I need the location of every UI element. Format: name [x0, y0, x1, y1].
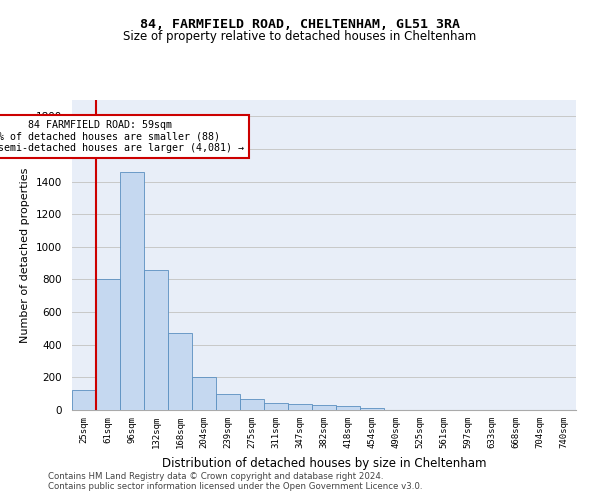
Bar [192, 378, 216, 410]
Bar [120, 172, 144, 410]
Bar [216, 394, 240, 410]
Text: Size of property relative to detached houses in Cheltenham: Size of property relative to detached ho… [124, 30, 476, 43]
Bar [72, 390, 96, 410]
Text: Contains HM Land Registry data © Crown copyright and database right 2024.: Contains HM Land Registry data © Crown c… [48, 472, 383, 481]
Text: 84 FARMFIELD ROAD: 59sqm
← 2% of detached houses are smaller (88)
98% of semi-de: 84 FARMFIELD ROAD: 59sqm ← 2% of detache… [0, 120, 244, 153]
Bar [288, 404, 312, 410]
X-axis label: Distribution of detached houses by size in Cheltenham: Distribution of detached houses by size … [162, 457, 486, 470]
Text: Contains public sector information licensed under the Open Government Licence v3: Contains public sector information licen… [48, 482, 422, 491]
Bar [312, 405, 336, 410]
Bar [336, 406, 360, 410]
Bar [144, 270, 168, 410]
Bar [264, 404, 288, 410]
Bar [96, 280, 120, 410]
Bar [360, 408, 384, 410]
Bar [168, 334, 192, 410]
Text: 84, FARMFIELD ROAD, CHELTENHAM, GL51 3RA: 84, FARMFIELD ROAD, CHELTENHAM, GL51 3RA [140, 18, 460, 30]
Y-axis label: Number of detached properties: Number of detached properties [20, 168, 31, 342]
Bar [240, 400, 264, 410]
